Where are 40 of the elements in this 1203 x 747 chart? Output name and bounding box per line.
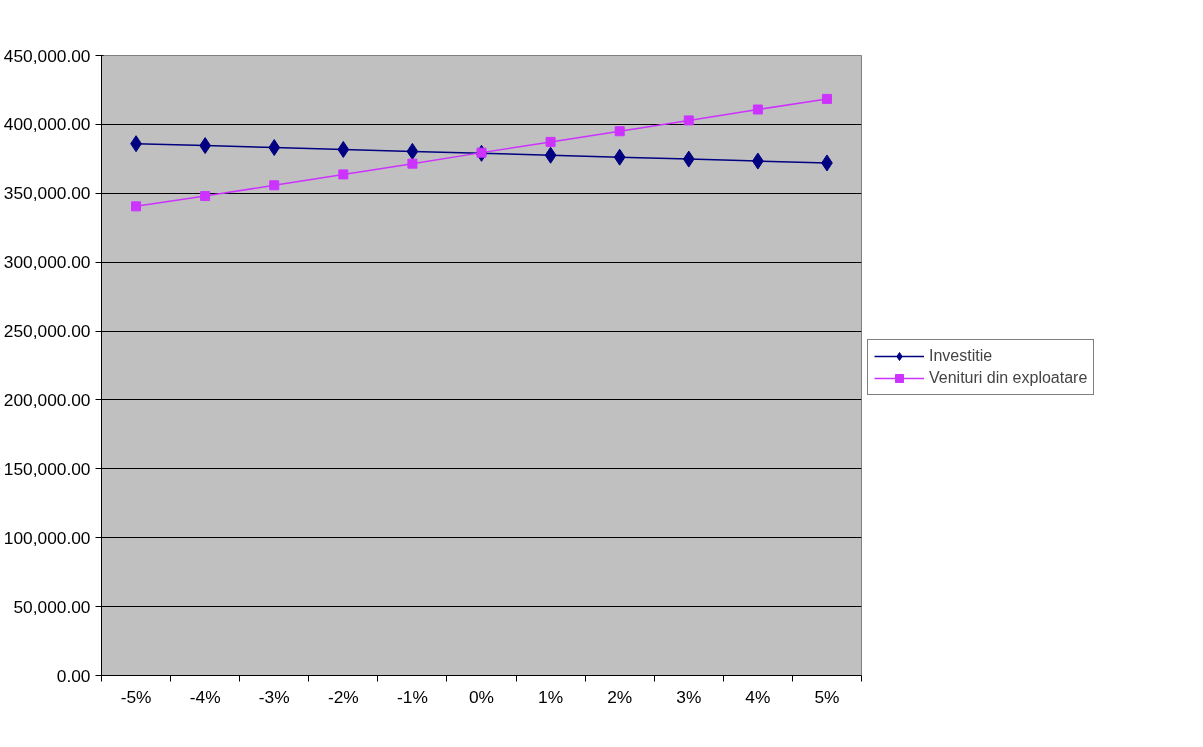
- x-tick-label: 0%: [468, 686, 495, 707]
- point: [337, 140, 350, 158]
- y-tick-label: 450,000.00: [3, 45, 91, 66]
- y-tick-label: 150,000.00: [3, 458, 91, 479]
- x-tick-label: -2%: [327, 686, 359, 707]
- y-tick-label: 250,000.00: [3, 321, 91, 342]
- y-tick-label: 300,000.00: [3, 252, 91, 273]
- point: [338, 169, 349, 180]
- x-tick-label: 3%: [676, 686, 702, 707]
- point: [407, 158, 418, 169]
- point: [269, 180, 280, 191]
- x-tick-label: -3%: [258, 686, 290, 707]
- point: [821, 93, 832, 104]
- point: [406, 142, 419, 160]
- point: [613, 148, 626, 166]
- x-tick-label: 1%: [538, 686, 564, 707]
- point: [200, 191, 211, 202]
- y-tick-label: 50,000.00: [13, 596, 91, 617]
- point: [476, 147, 487, 158]
- y-tick-label: 200,000.00: [3, 389, 91, 410]
- x-tick-label: -5%: [120, 686, 152, 707]
- point: [545, 136, 556, 147]
- point: [682, 150, 695, 168]
- point: [683, 115, 694, 126]
- y-tick-label: 0.00: [56, 665, 91, 686]
- y-tick-label: 100,000.00: [3, 527, 91, 548]
- point: [752, 104, 763, 115]
- x-tick-label: -1%: [397, 686, 428, 707]
- point: [131, 201, 142, 212]
- x-tick-label: 5%: [814, 686, 840, 707]
- x-tick-label: 4%: [745, 686, 771, 707]
- point: [268, 139, 281, 157]
- x-tick-label: -4%: [189, 686, 221, 707]
- point: [614, 126, 625, 137]
- legend-label: Venituri din exploatare: [929, 369, 1088, 387]
- point: [544, 146, 557, 164]
- y-tick-label: 400,000.00: [3, 114, 91, 135]
- x-tick-label: 2%: [607, 686, 633, 707]
- y-tick-label: 350,000.00: [3, 183, 91, 204]
- legend-label: Investitie: [929, 347, 993, 365]
